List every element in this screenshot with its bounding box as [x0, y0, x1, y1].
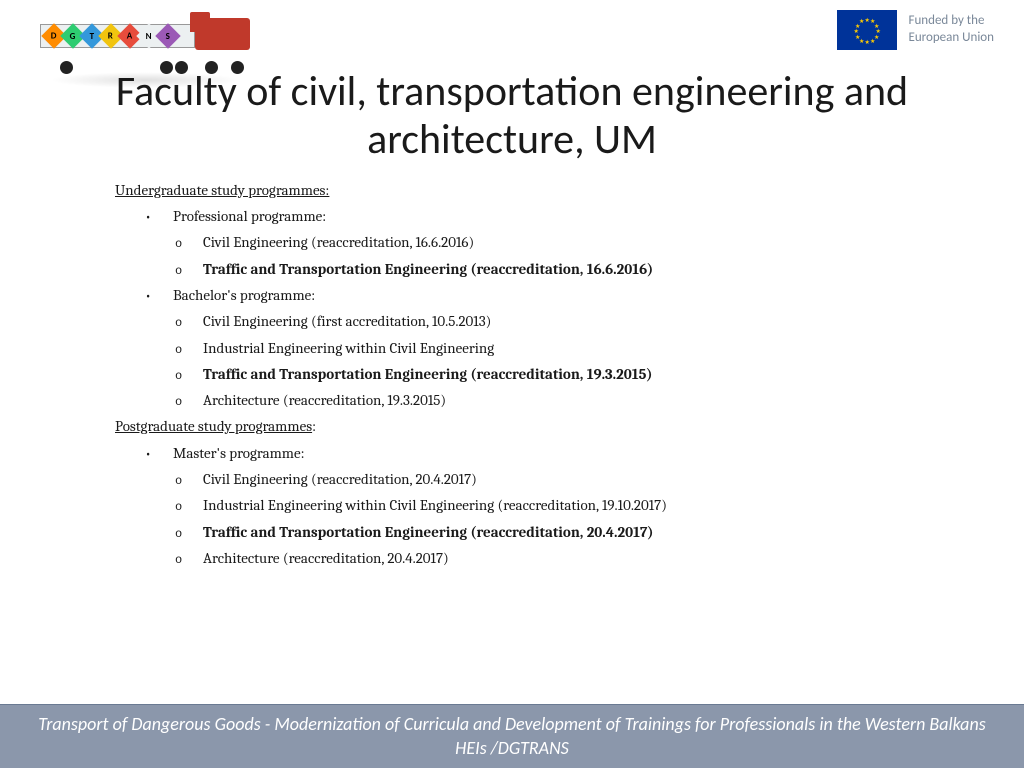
- master-items: Civil Engineering (reaccreditation, 20.4…: [115, 466, 914, 571]
- list-item: Civil Engineering (reaccreditation, 20.4…: [175, 466, 914, 492]
- list-item: Traffic and Transportation Engineering (…: [175, 519, 914, 545]
- eu-funding-text: Funded by the European Union: [909, 13, 995, 47]
- slide-header: DGTRANS ★★★★★★★★★★★★ Funded by the Europ…: [0, 0, 1024, 70]
- list-item: Civil Engineering (reaccreditation, 16.6…: [175, 229, 914, 255]
- undergrad-heading: Undergraduate study programmes:: [115, 177, 914, 203]
- list-item: Traffic and Transportation Engineering (…: [175, 361, 914, 387]
- eu-flag-icon: ★★★★★★★★★★★★: [837, 10, 897, 50]
- eu-funding-badge: ★★★★★★★★★★★★ Funded by the European Unio…: [837, 10, 995, 50]
- list-item: Architecture (reaccreditation, 19.3.2015…: [175, 387, 914, 413]
- professional-items: Civil Engineering (reaccreditation, 16.6…: [115, 229, 914, 282]
- list-item: Industrial Engineering within Civil Engi…: [175, 335, 914, 361]
- professional-programme-label: Professional programme:: [145, 203, 914, 230]
- slide-content: Undergraduate study programmes: Professi…: [0, 165, 1024, 572]
- logo-diamonds: DGTRANS: [45, 27, 177, 45]
- list-item: Architecture (reaccreditation, 20.4.2017…: [175, 545, 914, 571]
- logo-diamond: S: [155, 23, 180, 48]
- dgtrans-logo: DGTRANS: [40, 10, 250, 70]
- postgrad-heading: Postgraduate study programmes:: [115, 413, 914, 439]
- slide-footer: Transport of Dangerous Goods - Moderniza…: [0, 704, 1024, 768]
- list-item: Civil Engineering (first accreditation, …: [175, 308, 914, 334]
- list-item: Industrial Engineering within Civil Engi…: [175, 492, 914, 518]
- bachelor-programme-label: Bachelor's programme:: [145, 282, 914, 309]
- bachelor-items: Civil Engineering (first accreditation, …: [115, 308, 914, 413]
- master-programme-label: Master's programme:: [145, 440, 914, 467]
- list-item: Traffic and Transportation Engineering (…: [175, 256, 914, 282]
